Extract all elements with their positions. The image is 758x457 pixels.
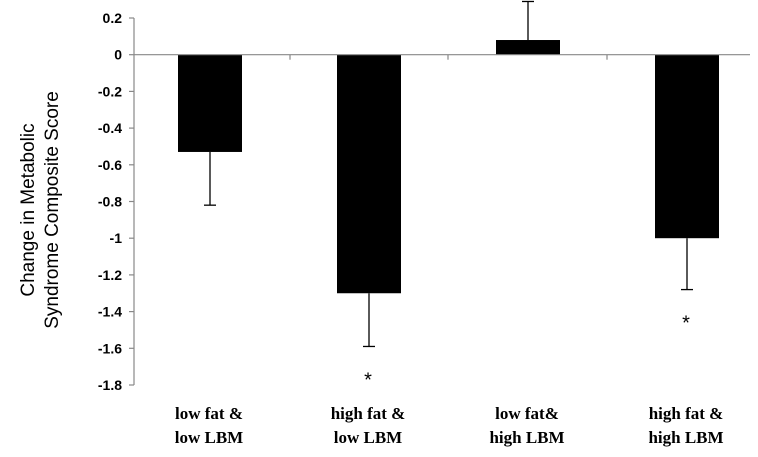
y-tick-label: -0.6 <box>98 157 122 173</box>
significance-star: * <box>364 369 372 391</box>
significance-markers: ** <box>364 313 690 392</box>
y-tick-label: -1.8 <box>98 377 122 393</box>
category-label-line: high fat & <box>331 404 406 423</box>
category-label-line: low fat& <box>495 404 559 423</box>
error-bars <box>204 0 693 348</box>
category-label: low fat & low LBM <box>175 404 243 447</box>
y-tick-label: 0.2 <box>103 10 123 26</box>
category-label-line: low LBM <box>334 428 402 447</box>
category-label-line: low fat & <box>175 404 243 423</box>
significance-star: * <box>682 313 690 335</box>
y-axis-title-line: Syndrome Composite Score <box>42 91 63 329</box>
y-tick-label: -1.4 <box>98 304 122 320</box>
y-tick-label: -1.2 <box>98 267 122 283</box>
bar <box>337 54 401 294</box>
category-label: low fat& high LBM <box>489 404 564 447</box>
y-tick-label: -0.4 <box>98 120 122 136</box>
category-label-line: high LBM <box>489 428 564 447</box>
y-axis-title: Change in Metabolic Syndrome Composite Sc… <box>18 91 63 329</box>
zero-line <box>134 54 750 60</box>
y-tick-label: 0 <box>114 47 122 63</box>
category-label: high fat & high LBM <box>648 404 723 447</box>
y-tick-label: -0.8 <box>98 194 122 210</box>
y-axis-title-line: Change in Metabolic <box>18 123 39 296</box>
category-label: high fat & low LBM <box>331 404 406 447</box>
y-axis-label: Change in Metabolic Syndrome Composite Sc… <box>18 91 63 329</box>
category-label-line: high LBM <box>648 428 723 447</box>
bar <box>178 54 242 152</box>
bars <box>178 40 719 294</box>
y-tick-label: -1 <box>110 230 123 246</box>
bar <box>496 40 560 55</box>
category-label-line: high fat & <box>649 404 724 423</box>
y-tick-label: -1.6 <box>98 340 122 356</box>
y-tick-label: -0.2 <box>98 83 122 99</box>
category-label-line: low LBM <box>175 428 243 447</box>
y-axis: 0.2 0 -0.2 -0.4 -0.6 -0.8 -1 -1.2 -1.4 -1.6 -1.8 <box>98 10 135 393</box>
bar <box>655 54 719 239</box>
